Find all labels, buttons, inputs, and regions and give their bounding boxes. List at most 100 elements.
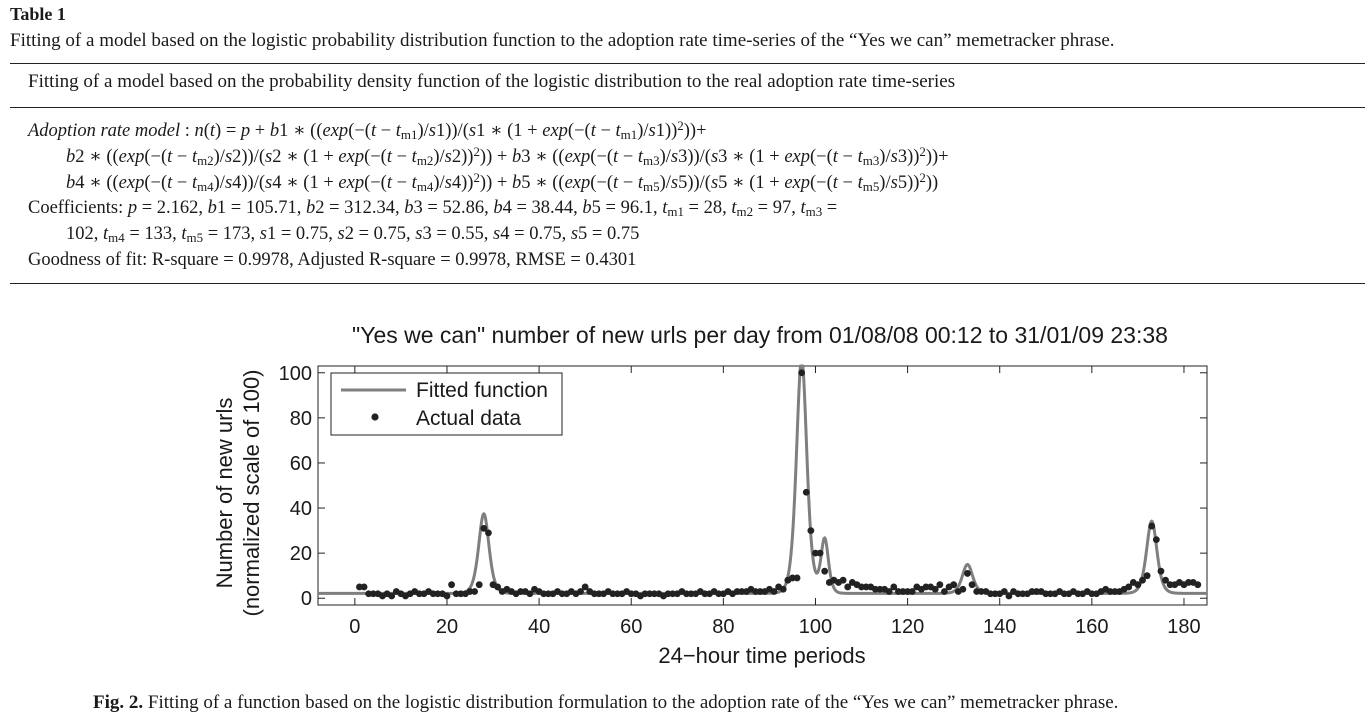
plot-area: [317, 364, 1208, 606]
coef-p: 2.162: [156, 198, 199, 218]
figure-chart: "Yes we can" number of new urls per day …: [212, 322, 1208, 668]
figure-caption: Fig. 2. Fitting of a function based on t…: [93, 692, 1118, 714]
coef-b5: 96.1: [620, 198, 653, 218]
x-tick-label: 60: [620, 616, 642, 638]
data-point: [802, 488, 810, 496]
data-point: [931, 585, 939, 593]
y-tick-labels: 0 20 40 60 80 100: [279, 363, 312, 610]
table-top-rule: [10, 63, 1365, 64]
data-point: [936, 581, 944, 589]
x-tick-label: 80: [712, 616, 734, 638]
data-point: [581, 583, 589, 591]
y-axis-label-line-2: (normalized scale of 100): [239, 369, 264, 616]
data-point: [1134, 581, 1142, 589]
table-caption: Fitting of a model based on the logistic…: [10, 30, 1115, 51]
data-point: [816, 549, 824, 557]
plot-frame: [317, 365, 1208, 606]
figure-caption-label: Fig. 2.: [93, 692, 144, 713]
model-equation-line-3: b4 ∗ ((exp(−(t − tm4)/s4))/(s4 ∗ (1 + ex…: [66, 170, 939, 194]
table-header: Fitting of a model based on the probabil…: [28, 71, 956, 92]
coefficients-line-2: 102, tm4 = 133, tm5 = 173, s1 = 0.75, s2…: [66, 224, 640, 245]
data-point: [807, 527, 815, 534]
x-tick-label: 20: [436, 616, 458, 638]
data-point: [1194, 581, 1202, 589]
data-point: [839, 576, 847, 584]
data-point: [471, 588, 479, 595]
y-tick-label: 80: [290, 408, 312, 430]
actual-data-points: [356, 369, 1202, 600]
data-point: [1162, 576, 1169, 584]
coef-s2: 0.75: [373, 224, 407, 244]
data-point: [885, 588, 893, 595]
coef-s3: 0.55: [451, 224, 484, 244]
model-label: Adoption rate model: [28, 121, 181, 141]
table-label: Table 1: [10, 4, 66, 24]
x-tick-label: 180: [1167, 616, 1200, 638]
data-point: [1152, 536, 1160, 544]
data-point: [475, 581, 483, 589]
data-point: [968, 581, 976, 589]
x-tick-labels: 0 20 40 60 80 100 120 140 160 180: [349, 616, 1200, 638]
y-tick-label: 60: [290, 453, 312, 475]
data-point: [1143, 572, 1151, 580]
x-tick-label: 120: [891, 616, 924, 638]
x-axis-label: 24−hour time periods: [658, 643, 865, 668]
data-point: [941, 588, 948, 595]
x-tick-label: 140: [983, 616, 1016, 638]
data-point: [1000, 588, 1008, 595]
legend: Fitted function Actual data: [330, 372, 563, 436]
x-tick-label: 160: [1075, 616, 1108, 638]
coef-b3: 52.86: [442, 198, 485, 218]
coef-tm1: 28: [703, 198, 723, 218]
coefficients-label: Coefficients:: [28, 198, 124, 218]
data-point: [360, 583, 368, 591]
coef-s1: 0.75: [295, 224, 329, 244]
data-point: [821, 567, 829, 575]
y-tick-label: 0: [301, 588, 312, 610]
coef-tm4: 133: [144, 224, 173, 244]
coef-tm3: 102: [66, 224, 94, 244]
data-point: [1125, 583, 1133, 591]
data-point: [526, 590, 534, 598]
legend-dot-swatch: [371, 413, 379, 421]
table-header-rule: [10, 107, 1365, 108]
model-equation-line-2: b2 ∗ ((exp(−(t − tm2)/s2))/(s2 ∗ (1 + ex…: [66, 144, 949, 168]
data-point: [1139, 576, 1146, 584]
data-point: [388, 592, 396, 600]
data-point: [793, 574, 801, 582]
data-point: [1148, 522, 1156, 530]
coef-tm5: 173: [222, 224, 251, 244]
model-equation-line-1: Adoption rate model : n(t) = p + b1 ∗ ((…: [28, 118, 707, 142]
axis-ticks: [318, 366, 1207, 605]
data-point: [494, 583, 502, 591]
data-point: [577, 588, 584, 595]
table-bottom-rule: [10, 283, 1365, 284]
goodness-values: R-square = 0.9978, Adjusted R-square = 0…: [151, 250, 637, 270]
data-point: [485, 529, 492, 537]
data-point: [770, 588, 778, 595]
y-tick-label: 40: [290, 498, 312, 520]
coef-b1: 105.71: [245, 198, 297, 218]
goodness-of-fit-line: Goodness of fit: R-square = 0.9978, Adju…: [28, 250, 636, 271]
coef-tm2: 97: [772, 198, 792, 218]
x-tick-label: 100: [799, 616, 832, 638]
data-point: [1005, 592, 1013, 600]
data-point: [959, 585, 967, 593]
data-point: [890, 583, 898, 591]
legend-entry-fitted-function: Fitted function: [416, 379, 548, 402]
data-point: [798, 369, 806, 377]
y-tick-label: 100: [279, 363, 312, 385]
data-point: [779, 585, 787, 593]
data-point: [1157, 567, 1165, 575]
figure-caption-text: Fitting of a function based on the logis…: [147, 692, 1119, 713]
y-axis-label-line-1: Number of new urls: [212, 398, 237, 589]
coefficients-line-1: Coefficients: p = 2.162, b1 = 105.71, b2…: [28, 198, 838, 219]
y-tick-label: 20: [290, 543, 312, 565]
data-point: [908, 588, 916, 595]
data-point: [844, 583, 852, 591]
y-axis-label: Number of new urls (normalized scale of …: [212, 369, 264, 616]
x-tick-label: 40: [528, 616, 550, 638]
coef-s4: 0.75: [529, 224, 562, 244]
data-point: [950, 581, 958, 589]
legend-box: [330, 372, 563, 436]
